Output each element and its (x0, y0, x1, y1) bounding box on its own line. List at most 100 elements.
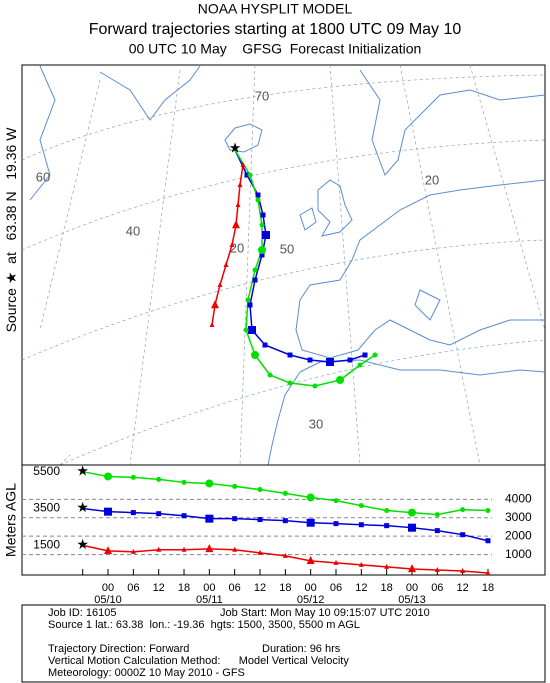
source-lon: 19.36 W (3, 127, 19, 180)
x-tick-label: 18 (178, 582, 190, 594)
height-marker (358, 522, 364, 528)
map-marker (267, 372, 273, 378)
direction: Trajectory Direction: Forward (48, 643, 189, 655)
scandinavia (359, 69, 546, 176)
x-tick-label: 06 (330, 582, 342, 594)
x-tick-label: 18 (482, 582, 494, 594)
map-marker (237, 182, 243, 187)
grid-label: 20 (230, 240, 244, 255)
map-marker (259, 222, 265, 228)
source-lat: 63.38 N (3, 191, 19, 240)
subtitle: Forward trajectories starting at 1800 UT… (89, 21, 462, 38)
height-marker (156, 511, 162, 517)
y-tick-label: 1000 (505, 547, 532, 561)
x-tick-label: 18 (279, 582, 291, 594)
height-marker (257, 549, 263, 555)
height-line (82, 544, 489, 574)
height-marker (384, 563, 390, 569)
map-marker (259, 252, 265, 258)
lon-line (469, 64, 546, 331)
map-marker (245, 297, 251, 303)
iceland (224, 123, 263, 153)
height-marker (460, 567, 466, 573)
height-panel-frame (21, 464, 546, 576)
subtitle-2: 00 UTC 10 May GFSG Forecast Initializati… (129, 41, 422, 57)
lon-line (239, 64, 256, 466)
lat-line (59, 454, 71, 466)
height-marker (282, 552, 288, 558)
map-marker (232, 220, 240, 229)
map-marker (252, 277, 258, 283)
height-marker (358, 503, 364, 509)
date-label: 05/13 (398, 594, 426, 606)
height-marker (485, 570, 491, 575)
grid-label: 60 (36, 169, 50, 184)
map-marker (217, 282, 223, 287)
y-tick-label: 2000 (505, 528, 532, 542)
x-tick-label: 06 (127, 582, 139, 594)
map-marker (258, 246, 266, 254)
map-marker (312, 383, 318, 389)
y-tick-label: 3000 (505, 510, 532, 524)
height-marker (306, 556, 315, 565)
height-marker (156, 546, 162, 552)
x-tick-label: 00 (203, 582, 215, 594)
grid-label: 20 (425, 172, 439, 187)
height-marker (485, 508, 491, 514)
map-marker (260, 212, 266, 218)
height-marker (333, 559, 339, 565)
map-marker (252, 267, 258, 273)
height-marker (358, 561, 364, 567)
grid-label: 70 (255, 88, 269, 103)
y-axis-label: Meters AGL (3, 483, 19, 557)
meteorology: Meteorology: 0000Z 10 May 2010 - GFS (48, 667, 245, 679)
europe-coast (295, 179, 546, 359)
lon-line (39, 79, 101, 331)
title: NOAA HYSPLIT MODEL (198, 1, 353, 17)
map-marker (247, 172, 253, 178)
map-marker (240, 162, 246, 167)
britain (317, 179, 353, 237)
lat-line (21, 139, 546, 251)
map-marker (247, 302, 253, 308)
map-marker (307, 357, 313, 363)
height-marker (130, 474, 136, 480)
source-word: Source (3, 288, 19, 333)
start-height-label: 1500 (33, 538, 60, 552)
duration: Duration: 96 hrs (262, 643, 341, 655)
map-marker (255, 192, 261, 198)
lon-line (129, 69, 181, 466)
height-marker (130, 548, 136, 554)
map-marker (347, 357, 353, 363)
height-marker (205, 544, 214, 553)
height-marker (104, 546, 113, 555)
height-marker (384, 523, 390, 529)
map-marker (235, 202, 241, 207)
source-at: at (3, 252, 19, 264)
height-marker (257, 517, 263, 523)
source-star: ★ (229, 140, 242, 156)
italy (414, 289, 441, 321)
source-info: Source 1 lat.: 63.38 lon.: -19.36 hgts: … (48, 619, 360, 631)
x-tick-label: 00 (406, 582, 418, 594)
height-marker (434, 512, 440, 518)
footer-frame (21, 604, 546, 683)
greenland (99, 65, 201, 121)
job-start: Job Start: Mon May 10 09:15:07 UTC 2010 (220, 607, 430, 619)
map-marker (243, 327, 249, 333)
start-star: ★ (76, 536, 89, 552)
start-height-label: 3500 (33, 501, 60, 515)
grid-label: 40 (126, 223, 140, 238)
africa-west (267, 371, 301, 466)
height-marker (485, 538, 491, 544)
grid-label: 50 (280, 241, 294, 256)
start-height-label: 5500 (33, 464, 60, 478)
map-marker (372, 352, 378, 358)
height-marker (407, 508, 416, 517)
height-marker (407, 564, 416, 573)
x-tick-label: 12 (457, 582, 469, 594)
height-marker (434, 528, 440, 534)
height-marker (232, 516, 238, 522)
map-frame (21, 64, 546, 466)
